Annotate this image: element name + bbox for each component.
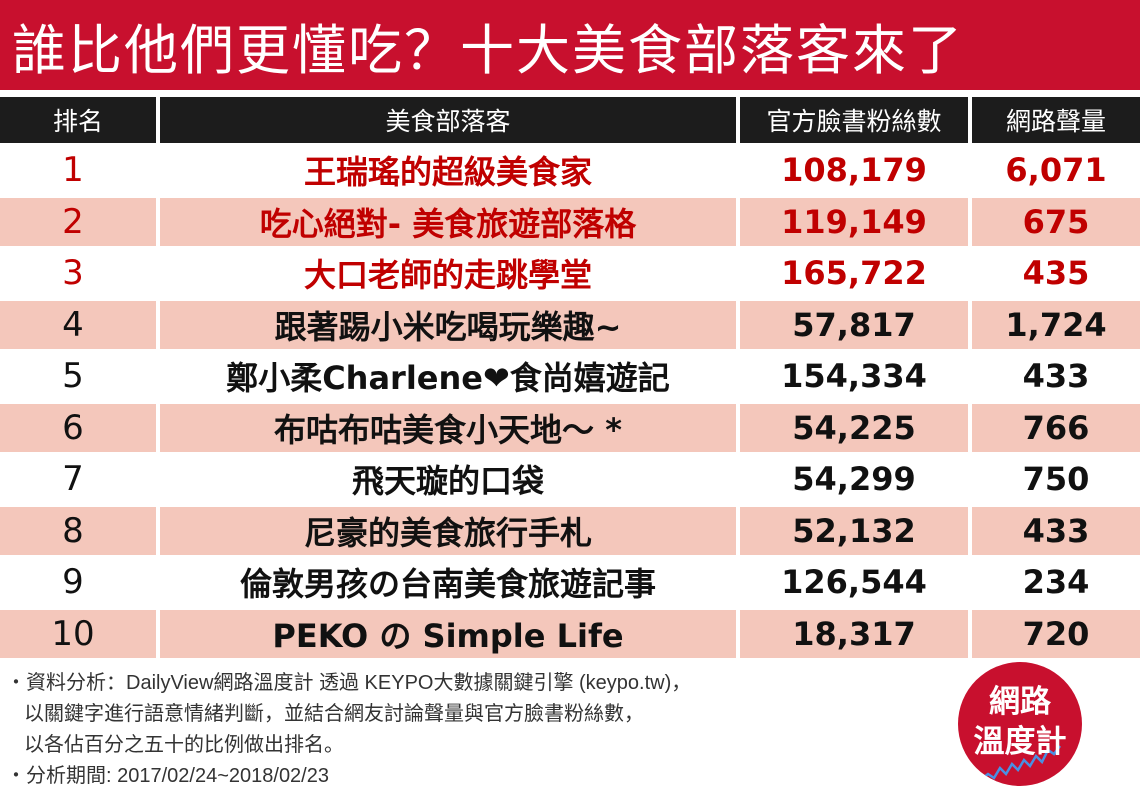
table-row: 6 布咕布咕美食小天地～ * 54,225 766 — [0, 400, 1140, 452]
header-volume: 網路聲量 — [1005, 107, 1106, 136]
volume-cell: 1,724 — [1005, 305, 1107, 344]
blog-name-cell: 尼豪的美食旅行手札 — [160, 506, 740, 555]
blog-name-cell: 布咕布咕美食小天地～ * — [160, 403, 740, 452]
ranking-table: 排名 美食部落客 官方臉書粉絲數 網路聲量 1 王瑞瑤的超級美食家 108,17… — [0, 97, 1140, 658]
volume-cell: 766 — [1022, 408, 1090, 447]
blog-name-cell: 大口老師的走跳學堂 — [160, 249, 740, 298]
blog-name-cell: 吃心絕對- 美食旅遊部落格 — [160, 197, 740, 246]
fans-cell: 54,225 — [740, 403, 972, 452]
fans-cell: 18,317 — [740, 609, 972, 658]
table-header: 排名 美食部落客 官方臉書粉絲數 網路聲量 — [0, 97, 1140, 143]
fans-cell: 57,817 — [740, 300, 972, 349]
table-row: 10 PEKO の Simple Life 18,317 720 — [0, 606, 1140, 658]
header-fans: 官方臉書粉絲數 — [740, 97, 972, 143]
volume-cell: 433 — [1022, 357, 1090, 396]
header-rank: 排名 — [0, 97, 160, 143]
fans-cell: 52,132 — [740, 506, 972, 555]
rank-cell: 8 — [0, 506, 160, 555]
header-blog: 美食部落客 — [160, 97, 740, 143]
fans-cell: 119,149 — [740, 197, 972, 246]
rank-cell: 9 — [0, 558, 160, 607]
rank-cell: 6 — [0, 403, 160, 452]
blog-name-cell: PEKO の Simple Life — [160, 609, 740, 658]
rank-cell: 10 — [0, 609, 160, 658]
rank-cell: 3 — [0, 249, 160, 298]
rank-cell: 5 — [0, 352, 160, 401]
title-banner: 誰比他們更懂吃？十大美食部落客來了 — [0, 0, 1140, 90]
table-row: 2 吃心絕對- 美食旅遊部落格 119,149 675 — [0, 194, 1140, 246]
table-row: 4 跟著踢小米吃喝玩樂趣~ 57,817 1,724 — [0, 297, 1140, 349]
volume-cell: 6,071 — [1005, 151, 1107, 190]
note-line-period: ・分析期間: 2017/02/24~2018/02/23 — [6, 765, 329, 787]
blog-name-cell: 飛天璇的口袋 — [160, 455, 740, 504]
note-line-method: 以關鍵字進行語意情緒判斷，並結合網友討論聲量與官方臉書粉絲數， — [24, 703, 644, 725]
volume-cell: 750 — [1022, 460, 1090, 499]
fans-cell: 126,544 — [740, 558, 972, 607]
logo-line-1: 網路 — [989, 684, 1051, 720]
fans-cell: 165,722 — [740, 249, 972, 298]
dailyview-logo: 網路 溫度計 — [958, 662, 1082, 786]
table-row: 1 王瑞瑤的超級美食家 108,179 6,071 — [0, 143, 1140, 195]
volume-cell: 435 — [1022, 254, 1090, 293]
volume-cell: 234 — [1022, 563, 1090, 602]
methodology-note: ・資料分析：DailyView網路溫度計 透過 KEYPO大數據關鍵引擎 (ke… — [6, 668, 926, 792]
rank-cell: 2 — [0, 197, 160, 246]
table-row: 9 倫敦男孩の台南美食旅遊記事 126,544 234 — [0, 555, 1140, 607]
fans-cell: 154,334 — [740, 352, 972, 401]
blog-name-cell: 王瑞瑤的超級美食家 — [160, 146, 740, 195]
logo-line-2: 溫度計 — [973, 724, 1067, 760]
note-line-ratio: 以各佔百分之五十的比例做出排名。 — [24, 734, 344, 756]
page-title: 誰比他們更懂吃？十大美食部落客來了 — [12, 18, 964, 82]
volume-cell: 433 — [1022, 511, 1090, 550]
table-row: 8 尼豪的美食旅行手札 52,132 433 — [0, 503, 1140, 555]
table-row: 5 鄭小柔Charlene❤食尚嬉遊記 154,334 433 — [0, 349, 1140, 401]
rank-cell: 7 — [0, 455, 160, 504]
fans-cell: 54,299 — [740, 455, 972, 504]
trend-line-icon — [979, 745, 1061, 781]
blog-name-cell: 鄭小柔Charlene❤食尚嬉遊記 — [160, 352, 740, 401]
volume-cell: 675 — [1022, 202, 1090, 241]
blog-name-cell: 跟著踢小米吃喝玩樂趣~ — [160, 300, 740, 349]
rank-cell: 4 — [0, 300, 160, 349]
fans-cell: 108,179 — [740, 146, 972, 195]
rank-cell: 1 — [0, 146, 160, 195]
table-row: 7 飛天璇的口袋 54,299 750 — [0, 452, 1140, 504]
note-line-source: ・資料分析：DailyView網路溫度計 透過 KEYPO大數據關鍵引擎 (ke… — [6, 672, 692, 694]
volume-cell: 720 — [1022, 614, 1090, 653]
blog-name-cell: 倫敦男孩の台南美食旅遊記事 — [160, 558, 740, 607]
table-row: 3 大口老師的走跳學堂 165,722 435 — [0, 246, 1140, 298]
